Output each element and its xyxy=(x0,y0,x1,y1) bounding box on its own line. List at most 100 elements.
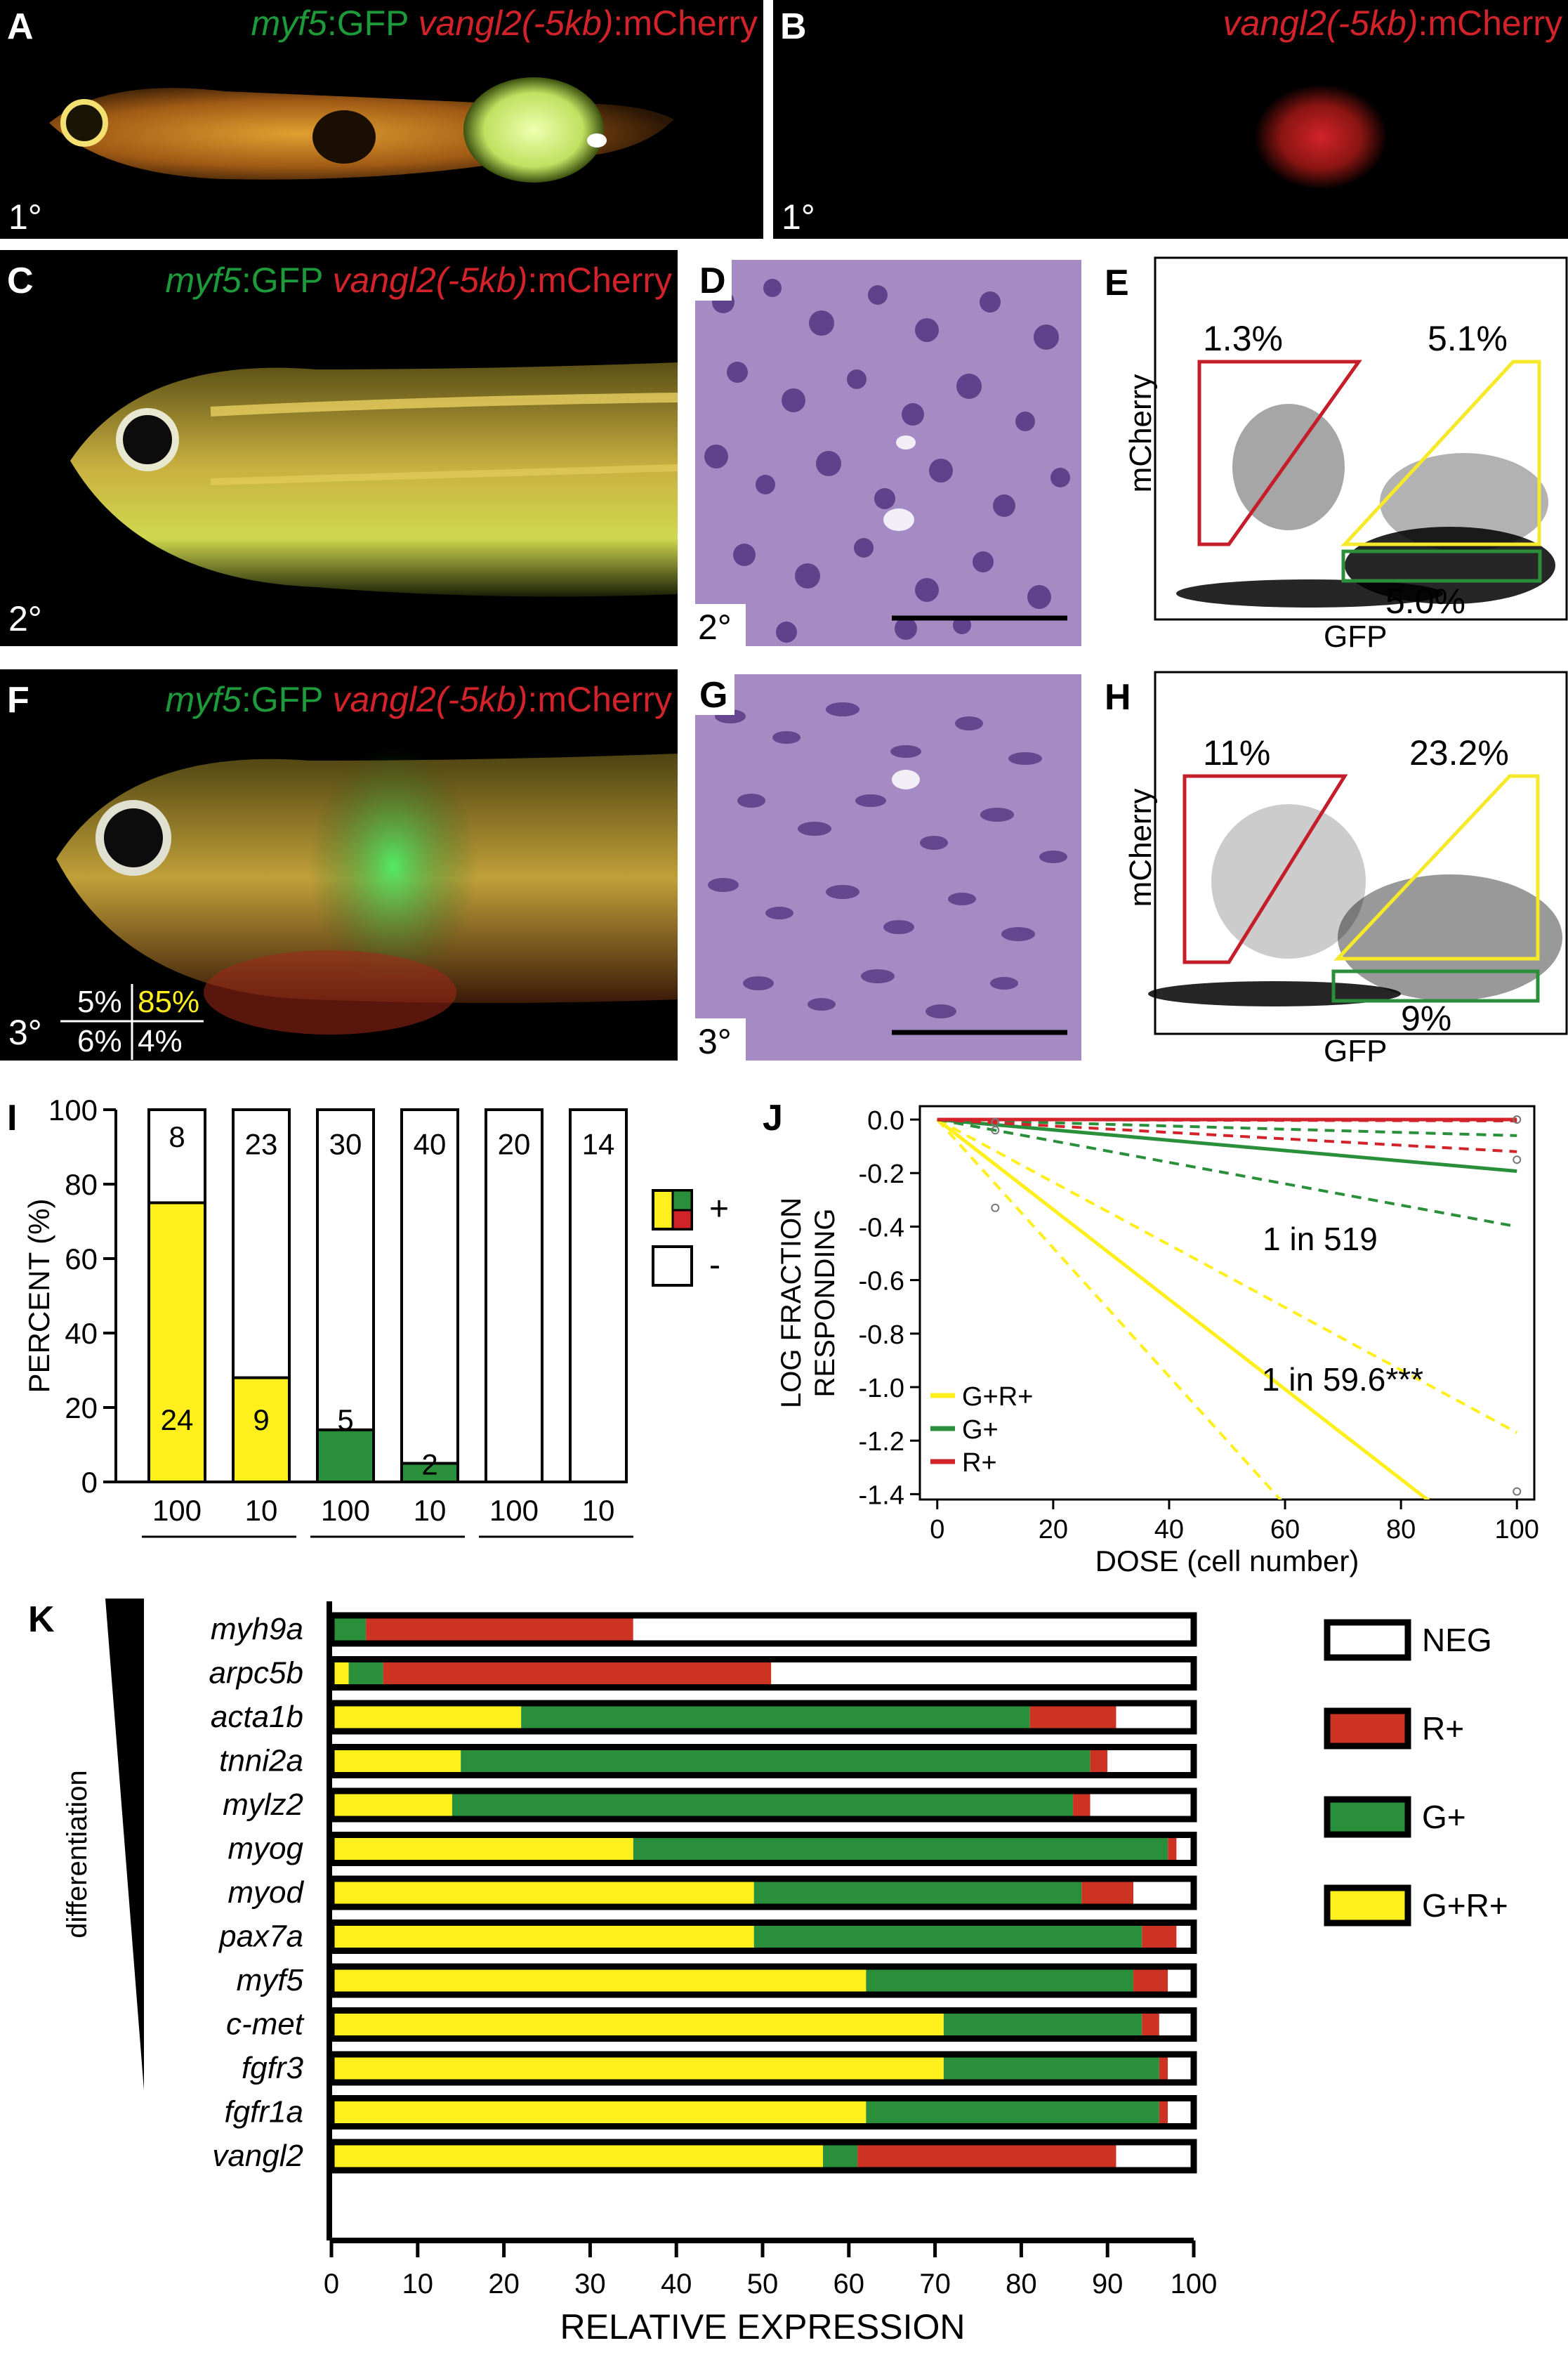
bar-segment-R+ xyxy=(1133,1967,1168,1995)
bar-segment-G+R+ xyxy=(331,2142,823,2170)
bar-segment-G+ xyxy=(521,1703,1030,1731)
line-chart-limiting-dilution: 0.0 -0.2 -0.4 -0.6 -0.8 -1.0 -1.2 -1.4 0 20 40 60 80… xyxy=(776,1105,1539,1577)
x-axis-title: DOSE (cell number) xyxy=(1095,1544,1359,1577)
bar-positive xyxy=(400,1462,459,1483)
quadrant-bottom-right: 4% xyxy=(138,1024,183,1058)
legend-label-R+: R+ xyxy=(962,1448,997,1478)
panel-label: K xyxy=(28,1599,55,1640)
quadrant-bottom-left: 6% xyxy=(77,1024,122,1058)
passage-label: 1° xyxy=(782,197,815,237)
bar-segment-G+R+ xyxy=(331,2098,867,2127)
bar-segment-NEG xyxy=(1116,2142,1194,2170)
positive-count: 5 xyxy=(337,1403,353,1436)
positive-count: 24 xyxy=(161,1403,194,1436)
legend-swatch-G+R+ xyxy=(1324,1884,1411,1927)
panel-f: F myf5:GFP vangl2(-5kb):mCherry 3° 5% 85… xyxy=(0,669,678,1061)
panel-k: K differentiation myh9a arpc5b acta1b tnni2… xyxy=(0,1594,1568,2369)
quadrant-top-left: 5% xyxy=(77,985,122,1019)
legend-swatch-green xyxy=(671,1189,693,1212)
x-tick-label: 20 xyxy=(1039,1515,1068,1544)
series-line-G+ xyxy=(937,1117,1517,1174)
x-tick-label: 30 xyxy=(574,2269,606,2299)
gene-label: arpc5b xyxy=(209,1656,303,1691)
x-tick-label: 60 xyxy=(1270,1515,1300,1544)
y-axis-title-line2: RESPONDING xyxy=(810,1209,841,1398)
fish-image-c xyxy=(70,362,678,597)
panel-h: H 11% 23.2% 9% GFP mCherry xyxy=(1099,671,1568,1071)
bar-segment-NEG xyxy=(1168,2054,1194,2082)
x-tick-label: 10 xyxy=(582,1494,615,1527)
reporter-mcherry: :mCherry xyxy=(527,680,672,719)
reporter-mcherry: :mCherry xyxy=(527,261,672,300)
panel-a: A myf5:GFP vangl2(-5kb):mCherry 1° xyxy=(0,0,763,239)
bar-segment-R+ xyxy=(1142,1922,1177,1951)
confidence-line-G+R+-upper xyxy=(936,1118,1518,1434)
reporter-mcherry: :mCherry xyxy=(613,4,758,43)
quadrant-top-right: 85% xyxy=(138,985,200,1019)
y-tick-label: 20 xyxy=(65,1391,98,1424)
annotation-green: 1 in 519 xyxy=(1263,1221,1378,1257)
y-tick-label: 0.0 xyxy=(867,1106,904,1136)
bar-segment-G+R+ xyxy=(331,1835,633,1863)
gate-yellow-percent: 5.1% xyxy=(1428,319,1508,358)
bar-segment-G+ xyxy=(822,2142,858,2170)
data-point-marker xyxy=(1513,1487,1522,1496)
bar-segment-R+ xyxy=(1159,2098,1168,2127)
reporter-gfp: :GFP xyxy=(241,261,323,300)
confidence-line-R+-lower xyxy=(937,1118,1517,1153)
negative-count: 30 xyxy=(329,1128,362,1161)
y-tick-label: -1.2 xyxy=(859,1427,904,1457)
reporter-caption: myf5:GFP vangl2(-5kb):mCherry xyxy=(165,682,672,717)
confidence-line-G+-lower xyxy=(937,1118,1517,1228)
legend-label-NEG: NEG xyxy=(1422,1622,1492,1658)
bar-segment-G+R+ xyxy=(331,2010,944,2039)
bar-segment-G+ xyxy=(633,1835,1168,1863)
legend-text-negative: - xyxy=(709,1247,720,1284)
panel-b: B vangl2(-5kb):mCherry 1° xyxy=(773,0,1568,239)
bar-segment-G+ xyxy=(461,1747,1091,1776)
legend-swatch-NEG xyxy=(1324,1619,1411,1661)
bar-segment-NEG xyxy=(1159,2010,1194,2039)
bar-segment-R+ xyxy=(1081,1879,1134,1907)
panel-label: E xyxy=(1105,263,1129,303)
bar-segment-G+ xyxy=(331,1615,367,1643)
y-axis-title: PERCENT (%) xyxy=(22,1199,55,1393)
y-axis-label: mCherry xyxy=(1124,374,1158,493)
panel-g: G 3° xyxy=(695,674,1081,1061)
bar-positive xyxy=(232,1376,291,1483)
passage-label: 3° xyxy=(8,1013,42,1052)
legend-swatch-G+ xyxy=(1324,1796,1411,1838)
y-tick-label: 100 xyxy=(48,1094,98,1127)
legend-label-G+: G+ xyxy=(1422,1799,1466,1835)
legend-text-positive: + xyxy=(709,1190,729,1228)
passage-label: 2° xyxy=(698,608,732,646)
fish-image-a xyxy=(49,77,674,183)
bar-segment-G+ xyxy=(753,1922,1142,1951)
bar-segment-NEG xyxy=(1168,1967,1194,1995)
y-tick-label: 60 xyxy=(65,1242,98,1275)
bar-segment-NEG xyxy=(1090,1791,1194,1819)
negative-count: 14 xyxy=(582,1128,615,1161)
gene-myf5: myf5 xyxy=(251,4,327,43)
bar-segment-R+ xyxy=(1073,1791,1091,1819)
gate-green-percent: 9% xyxy=(1401,999,1452,1038)
reporter-caption: vangl2(-5kb):mCherry xyxy=(1223,6,1562,41)
y-tick-label: -1.4 xyxy=(859,1481,904,1510)
gene-label: myf5 xyxy=(237,1963,304,1997)
bar-positive xyxy=(147,1201,206,1483)
x-tick-label: 10 xyxy=(245,1494,278,1527)
y-tick-label: 0 xyxy=(81,1466,98,1499)
bar-segment-G+R+ xyxy=(331,2054,944,2082)
x-axis-label: GFP xyxy=(1324,619,1388,654)
gene-label: acta1b xyxy=(211,1700,303,1734)
gene-label: tnni2a xyxy=(219,1744,303,1778)
confidence-line-R+-upper xyxy=(937,1118,1517,1122)
gene-label: myh9a xyxy=(211,1612,303,1646)
reporter-gfp: :GFP xyxy=(327,4,409,43)
bar-segment-NEG xyxy=(771,1659,1194,1688)
bar-segment-G+ xyxy=(866,2098,1159,2127)
gate-red-percent: 1.3% xyxy=(1203,319,1283,358)
legend-swatch-red xyxy=(671,1209,693,1231)
x-tick-label: 100 xyxy=(1171,2269,1218,2299)
histology-image-g xyxy=(695,674,1081,1061)
